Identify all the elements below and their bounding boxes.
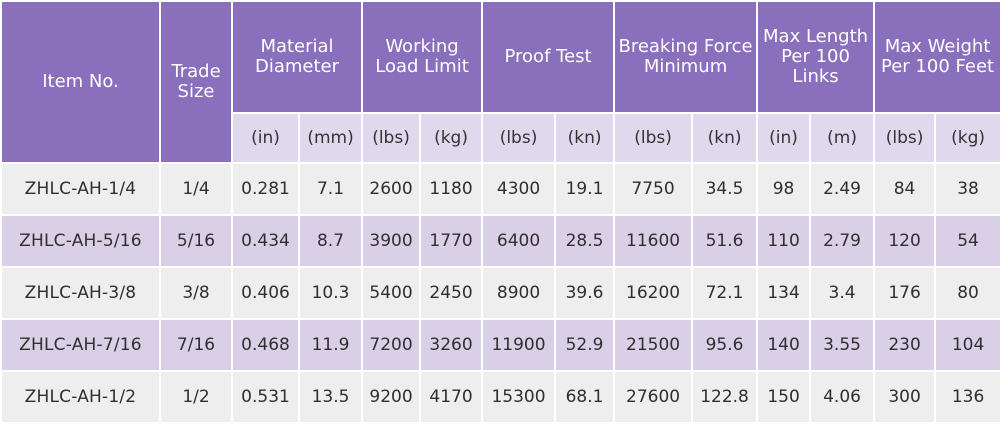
- cell-break-kn: 72.1: [691, 266, 759, 320]
- cell-break-kn: 34.5: [691, 162, 759, 216]
- table-row: ZHLC-AH-3/8 3/8 0.406 10.3 5400 2450 890…: [0, 266, 1000, 320]
- cell-proof-lbs: 4300: [481, 162, 557, 216]
- cell-weight-lbs: 300: [873, 370, 937, 424]
- units-row: (in) (mm) (lbs) (kg) (lbs) (kn) (lbs) (k…: [1, 112, 1000, 164]
- cell-diameter-in: 0.434: [231, 214, 300, 268]
- cell-length-m: 3.4: [809, 266, 876, 320]
- cell-wll-lbs: 9200: [361, 370, 422, 424]
- unit-label: (kn): [691, 112, 759, 164]
- cell-break-kn: 51.6: [691, 214, 759, 268]
- header-item-no: Item No.: [0, 0, 161, 164]
- table-row: ZHLC-AH-5/16 5/16 0.434 8.7 3900 1770 64…: [0, 214, 1000, 268]
- cell-wll-kg: 1770: [419, 214, 484, 268]
- cell-diameter-in: 0.281: [231, 162, 300, 216]
- cell-weight-kg: 136: [934, 370, 1000, 424]
- cell-item-no: ZHLC-AH-5/16: [0, 214, 161, 268]
- cell-length-in: 134: [756, 266, 812, 320]
- cell-proof-lbs: 11900: [481, 318, 557, 372]
- cell-item-no: ZHLC-AH-1/4: [0, 162, 161, 216]
- cell-trade-size: 3/8: [159, 266, 233, 320]
- unit-label: (in): [756, 112, 812, 164]
- cell-length-m: 4.06: [809, 370, 876, 424]
- cell-proof-kn: 52.9: [554, 318, 616, 372]
- unit-label: (lbs): [613, 112, 694, 164]
- cell-break-lbs: 11600: [613, 214, 694, 268]
- cell-trade-size: 1/2: [159, 370, 233, 424]
- cell-break-lbs: 21500: [613, 318, 694, 372]
- cell-weight-kg: 38: [934, 162, 1000, 216]
- cell-diameter-in: 0.531: [231, 370, 300, 424]
- cell-proof-lbs: 8900: [481, 266, 557, 320]
- unit-label: (m): [809, 112, 876, 164]
- cell-item-no: ZHLC-AH-7/16: [0, 318, 161, 372]
- cell-break-lbs: 16200: [613, 266, 694, 320]
- cell-weight-lbs: 230: [873, 318, 937, 372]
- cell-diameter-mm: 11.9: [297, 318, 364, 372]
- table-row: ZHLC-AH-1/4 1/4 0.281 7.1 2600 1180 4300…: [0, 162, 1000, 216]
- cell-weight-kg: 104: [934, 318, 1000, 372]
- header-proof-test: Proof Test: [481, 0, 616, 114]
- unit-label: (in): [231, 112, 300, 164]
- cell-wll-lbs: 7200: [361, 318, 422, 372]
- unit-label: (mm): [297, 112, 364, 164]
- cell-wll-lbs: 2600: [361, 162, 422, 216]
- cell-length-m: 2.79: [809, 214, 876, 268]
- cell-diameter-mm: 7.1: [297, 162, 364, 216]
- cell-weight-kg: 80: [934, 266, 1000, 320]
- cell-trade-size: 5/16: [159, 214, 233, 268]
- cell-break-lbs: 7750: [613, 162, 694, 216]
- cell-break-lbs: 27600: [613, 370, 694, 424]
- cell-length-in: 110: [756, 214, 812, 268]
- cell-weight-kg: 54: [934, 214, 1000, 268]
- header-trade-size: Trade Size: [159, 0, 233, 164]
- cell-wll-kg: 4170: [419, 370, 484, 424]
- unit-label: (kn): [554, 112, 616, 164]
- cell-proof-lbs: 6400: [481, 214, 557, 268]
- cell-item-no: ZHLC-AH-3/8: [0, 266, 161, 320]
- cell-proof-lbs: 15300: [481, 370, 557, 424]
- table-row: ZHLC-AH-7/16 7/16 0.468 11.9 7200 3260 1…: [0, 318, 1000, 372]
- cell-trade-size: 1/4: [159, 162, 233, 216]
- cell-wll-kg: 2450: [419, 266, 484, 320]
- cell-weight-lbs: 120: [873, 214, 937, 268]
- cell-wll-kg: 3260: [419, 318, 484, 372]
- cell-diameter-mm: 13.5: [297, 370, 364, 424]
- cell-proof-kn: 39.6: [554, 266, 616, 320]
- cell-length-in: 140: [756, 318, 812, 372]
- unit-label: (kg): [934, 112, 1000, 164]
- cell-item-no: ZHLC-AH-1/2: [0, 370, 161, 424]
- cell-wll-kg: 1180: [419, 162, 484, 216]
- cell-proof-kn: 68.1: [554, 370, 616, 424]
- cell-diameter-mm: 10.3: [297, 266, 364, 320]
- cell-length-in: 98: [756, 162, 812, 216]
- unit-label: (lbs): [361, 112, 422, 164]
- header-working-load-limit: Working Load Limit: [361, 0, 484, 114]
- cell-break-kn: 122.8: [691, 370, 759, 424]
- header-max-weight: Max Weight Per 100 Feet: [873, 0, 1000, 114]
- header-max-length: Max Length Per 100 Links: [756, 0, 876, 114]
- header-material-diameter: Material Diameter: [230, 0, 364, 114]
- unit-label: (lbs): [873, 112, 937, 164]
- cell-wll-lbs: 3900: [361, 214, 422, 268]
- cell-diameter-in: 0.468: [231, 318, 300, 372]
- cell-proof-kn: 19.1: [554, 162, 616, 216]
- cell-length-in: 150: [756, 370, 812, 424]
- cell-weight-lbs: 176: [873, 266, 937, 320]
- cell-break-kn: 95.6: [691, 318, 759, 372]
- header-row: Item No. Trade Size Material Diameter Wo…: [0, 0, 1000, 164]
- unit-label: (lbs): [481, 112, 557, 164]
- cell-diameter-in: 0.406: [231, 266, 300, 320]
- cell-weight-lbs: 84: [873, 162, 937, 216]
- cell-proof-kn: 28.5: [554, 214, 616, 268]
- unit-label: (kg): [419, 112, 484, 164]
- table-row: ZHLC-AH-1/2 1/2 0.531 13.5 9200 4170 153…: [0, 370, 1000, 424]
- cell-length-m: 3.55: [809, 318, 876, 372]
- header-breaking-force: Breaking Force Minimum: [613, 0, 759, 114]
- cell-wll-lbs: 5400: [361, 266, 422, 320]
- cell-trade-size: 7/16: [159, 318, 233, 372]
- cell-length-m: 2.49: [809, 162, 876, 216]
- cell-diameter-mm: 8.7: [297, 214, 364, 268]
